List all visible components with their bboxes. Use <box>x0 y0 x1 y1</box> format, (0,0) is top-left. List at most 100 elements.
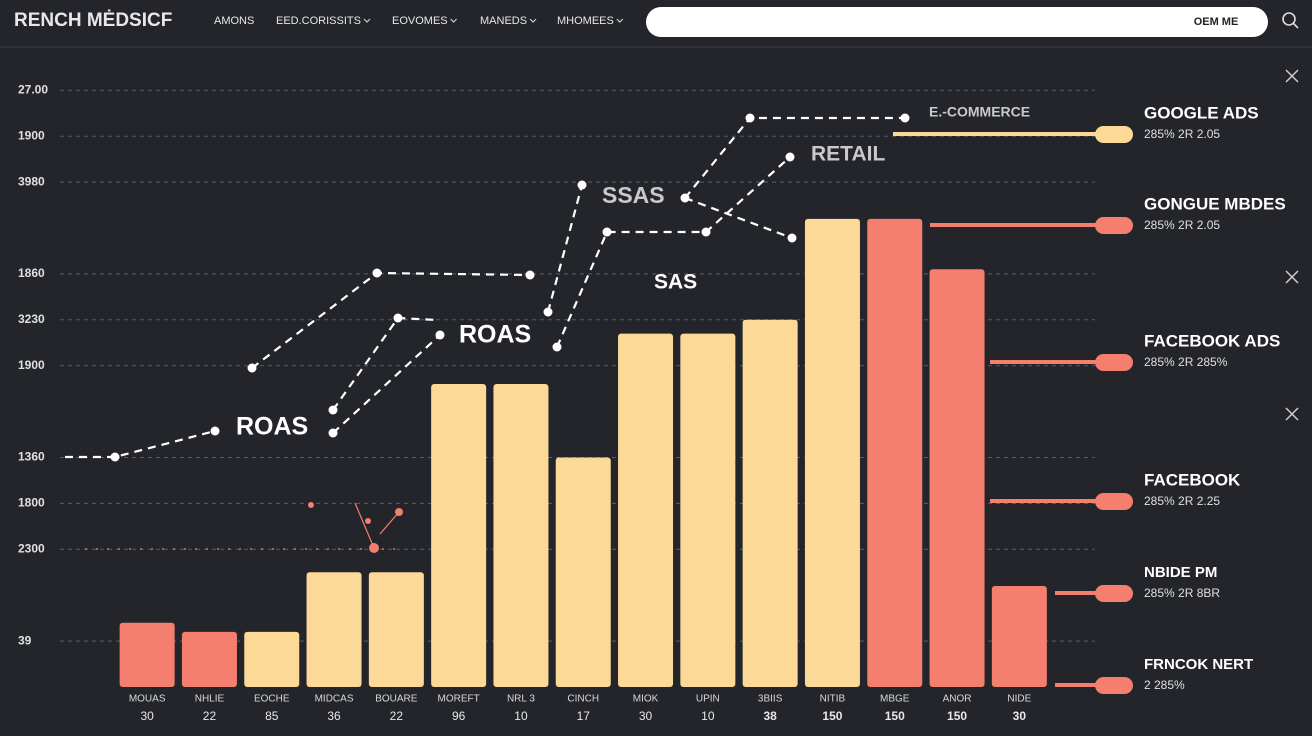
x-tick-label: 3BIIS <box>758 694 783 705</box>
bar <box>929 269 985 687</box>
menu-item[interactable]: AMONS <box>214 15 254 27</box>
count-label: 10 <box>514 709 528 723</box>
dot <box>552 342 562 352</box>
x-tick-label: ANOR <box>943 694 972 705</box>
count-label: 150 <box>947 709 967 723</box>
count-label: 150 <box>822 709 842 723</box>
y-tick-label: 1360 <box>18 450 45 464</box>
connector <box>332 316 438 411</box>
connector-dots <box>110 113 910 462</box>
legend-swatch <box>1095 126 1133 143</box>
bar <box>867 218 923 687</box>
count-label: 96 <box>452 709 466 723</box>
y-tick-label: 1800 <box>18 496 45 510</box>
close-icon[interactable] <box>1285 407 1299 421</box>
bar <box>618 333 674 687</box>
dot <box>365 518 371 524</box>
y-tick-label: 1900 <box>18 358 45 372</box>
close-icon[interactable] <box>1285 270 1299 284</box>
legend-name: NBIDE PM <box>1144 564 1217 581</box>
bar <box>244 631 300 687</box>
menu-item[interactable]: EOVOMES <box>392 15 448 27</box>
search-button[interactable]: OEM ME <box>1194 16 1239 28</box>
dot <box>308 502 314 508</box>
legend-swatch <box>1095 217 1133 234</box>
count-label: 22 <box>203 709 217 723</box>
menu-chevron <box>363 18 371 23</box>
menu-chevron <box>450 18 458 23</box>
x-tick-label: MIOK <box>633 694 659 705</box>
menu-item[interactable]: MHOMEES <box>557 15 614 27</box>
legend-name: FRNCOK NERT <box>1144 656 1253 673</box>
x-tick-label: NITIB <box>820 694 846 705</box>
dot <box>393 313 403 323</box>
noise <box>354 502 375 549</box>
brand[interactable]: RENCH MĖDSICF <box>14 10 172 31</box>
legend-detail: 285% 2R 8BR <box>1144 586 1220 600</box>
dot <box>395 508 403 516</box>
connector <box>684 196 793 240</box>
count-label: 30 <box>140 709 154 723</box>
legend-detail: 285% 2R 285% <box>1144 355 1228 369</box>
bar <box>368 572 424 687</box>
bar <box>742 319 798 687</box>
legend-swatch <box>1095 354 1133 371</box>
bar <box>306 572 362 687</box>
x-tick-label: MBGE <box>880 694 910 705</box>
count-label: 30 <box>1013 709 1027 723</box>
count-label: 38 <box>763 709 777 723</box>
menu-item[interactable]: MANEDS <box>480 15 527 27</box>
noise-dots <box>308 502 403 553</box>
legend-detail: 2 285% <box>1144 678 1185 692</box>
noise-strip <box>85 502 400 550</box>
dot <box>328 405 338 415</box>
dot <box>247 363 257 373</box>
y-tick-label: 2300 <box>18 541 45 555</box>
x-tick-label: NIDE <box>1007 694 1031 705</box>
search-icon[interactable] <box>1282 12 1296 26</box>
bar <box>991 586 1047 687</box>
x-tick-label: EOCHE <box>254 694 290 705</box>
dot <box>543 307 553 317</box>
bar <box>555 457 611 687</box>
x-tick-label: NRL 3 <box>507 694 535 705</box>
x-tick-label: NHLIE <box>195 694 225 705</box>
dot <box>525 270 535 280</box>
count-label: 10 <box>701 709 715 723</box>
dot <box>785 152 795 162</box>
x-tick-label: CINCH <box>567 694 599 705</box>
connector <box>546 184 584 313</box>
dot <box>745 113 755 123</box>
y-tick-label: 1900 <box>18 128 45 142</box>
dot <box>680 193 690 203</box>
legend-name: GOOGLE ADS <box>1144 103 1259 122</box>
x-tick-label: MOUAS <box>129 694 166 705</box>
close-icon[interactable] <box>1285 69 1299 83</box>
annotation: ROAS <box>236 413 308 441</box>
y-tick-label: 39 <box>18 633 32 647</box>
dot <box>900 113 910 123</box>
dot <box>372 268 382 278</box>
legend-name: GONGUE MBDES <box>1144 194 1286 213</box>
dot <box>787 233 797 243</box>
x-tick-label: MIDCAS <box>315 694 354 705</box>
legend-swatch <box>1095 677 1133 694</box>
search-bar[interactable] <box>646 7 1268 37</box>
menu-item[interactable]: EED.CORISSITS <box>276 15 361 27</box>
y-tick-label: 27.00 <box>18 82 48 96</box>
annotation: SAS <box>654 271 697 294</box>
y-tick-label: 3230 <box>18 312 45 326</box>
bar <box>493 384 549 687</box>
search-icon-handle <box>1292 22 1299 29</box>
count-label: 36 <box>327 709 341 723</box>
connector <box>332 334 441 434</box>
count-label: 150 <box>885 709 905 723</box>
connector <box>555 156 791 348</box>
x-tick-label: UPIN <box>696 694 720 705</box>
annotation: E.-COMMERCE <box>929 104 1030 120</box>
bar <box>119 622 175 687</box>
legend-name: FACEBOOK ADS <box>1144 331 1280 350</box>
dot <box>110 452 120 462</box>
y-tick-label: 1860 <box>18 266 45 280</box>
close-icons <box>1285 69 1299 421</box>
